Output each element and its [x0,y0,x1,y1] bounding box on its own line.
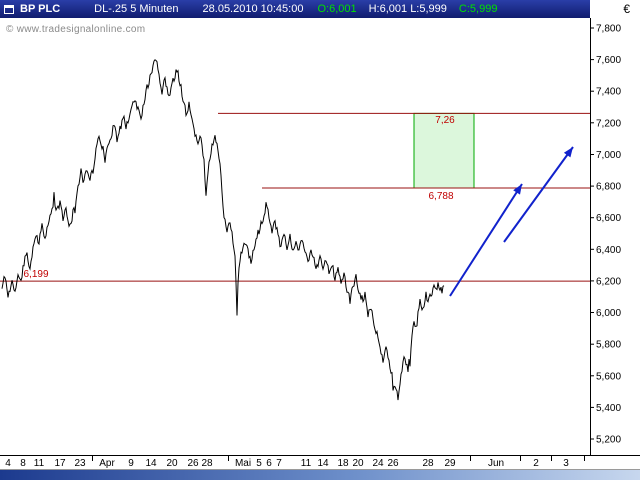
y-tick-label: 6,600 [596,213,621,224]
quote-timestamp: 28.05.2010 10:45:00 [202,3,304,15]
x-tick-label: 5 [256,458,262,469]
price-level-label: 6,199 [23,269,48,280]
y-tick-label: 5,800 [596,340,621,351]
x-tick-label: 14 [145,458,157,469]
x-tick-label: 26 [187,458,199,469]
x-tick-label: Apr [99,458,115,469]
y-tick-label: 7,000 [596,150,621,161]
y-tick-label: 6,800 [596,182,621,193]
title-bar[interactable]: BP PLC DL-.25 5 Minuten 28.05.2010 10:45… [0,0,590,18]
y-tick-label: 7,800 [596,24,621,35]
instrument-symbol: BP PLC [20,3,61,15]
x-tick-label: 23 [74,458,86,469]
x-tick-label: 29 [444,458,456,469]
high-low-value: H:6,001 L:5,999 [368,3,447,15]
y-tick-label: 7,400 [596,87,621,98]
y-tick-label: 5,400 [596,403,621,414]
open-value: O:6,001 [317,3,357,15]
x-tick-label: 24 [372,458,384,469]
x-tick-label: 8 [20,458,26,469]
horizontal-scrollbar[interactable] [0,469,640,480]
x-tick-label: Jun [488,458,504,469]
y-tick-label: 5,600 [596,371,621,382]
x-tick-label: 11 [301,458,312,469]
price-level-label: 7,26 [435,115,455,126]
price-series [1,59,445,401]
x-tick-label: 4 [5,458,11,469]
x-tick-label: 3 [563,458,569,469]
y-tick-label: 6,400 [596,245,621,256]
x-tick-label: 20 [166,458,178,469]
x-tick-label: 26 [387,458,399,469]
x-tick-label: 20 [352,458,364,469]
x-tick-label: 11 [34,458,45,469]
price-level-label: 6,788 [428,191,453,202]
trend-arrow-head-2 [563,147,573,158]
x-tick-label: 17 [54,458,66,469]
trend-arrow-1[interactable] [449,183,523,297]
currency-label: € [623,2,630,16]
x-tick-label: 7 [276,458,282,469]
x-tick-label: 14 [317,458,329,469]
y-tick-label: 6,000 [596,308,621,319]
y-tick-label: 5,200 [596,435,621,446]
instrument-descriptor: DL-.25 5 Minuten [94,3,179,15]
trend-arrow-2[interactable] [503,146,574,243]
x-tick-label: 18 [337,458,349,469]
x-tick-label: Mai [235,458,251,469]
y-tick-label: 7,200 [596,118,621,129]
chart-window-icon [4,4,14,14]
trend-arrow-head-1 [513,184,522,195]
x-tick-label: 6 [266,458,272,469]
x-tick-label: 9 [128,458,134,469]
x-tick-label: 2 [533,458,539,469]
x-tick-label: 28 [422,458,434,469]
y-tick-label: 6,200 [596,276,621,287]
x-tick-label: 28 [201,458,213,469]
close-value: C:5,999 [458,3,498,15]
watermark: © www.tradesignalonline.com [6,24,146,35]
y-tick-label: 7,600 [596,55,621,66]
